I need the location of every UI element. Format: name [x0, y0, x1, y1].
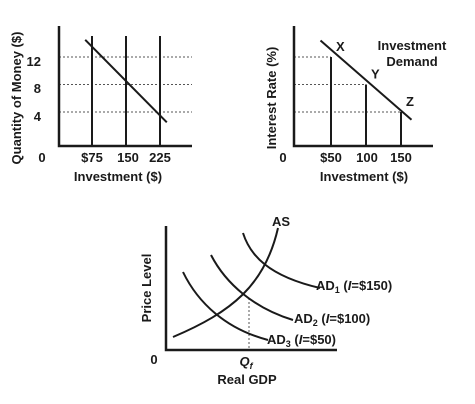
- chart2-annotation-line2: Demand: [386, 54, 437, 69]
- chart2-point-label-z: Z: [406, 94, 414, 109]
- ad3-open: (: [291, 332, 300, 347]
- chart3-ad2-curve: [210, 254, 294, 321]
- interest-investment-chart: Interest Rate (%) X Y Z 0 $50 100 150 Inve…: [264, 26, 447, 184]
- chart2-xtick-0: $50: [320, 150, 342, 165]
- chart3-qf-main: Q: [239, 354, 249, 369]
- chart3-ad2-label: AD2 (I=$100): [294, 311, 370, 328]
- ad2-var: I: [326, 311, 330, 326]
- chart3-ylabel: Price Level: [139, 254, 154, 323]
- chart1-origin-label: 0: [38, 150, 45, 165]
- chart3-xlabel: Real GDP: [217, 372, 277, 387]
- ad2-sub: 2: [313, 318, 318, 328]
- chart1-series-line: [84, 39, 168, 124]
- ad2-pre: AD: [294, 311, 313, 326]
- chart3-qf-label: Qf: [239, 354, 253, 371]
- chart1-xtick-2: 225: [149, 150, 171, 165]
- chart3-ad1-label: AD1 (I=$150): [316, 278, 392, 295]
- ad1-open: (: [340, 278, 349, 293]
- chart3-as-label: AS: [272, 214, 290, 229]
- ad3-rest: =$50): [302, 332, 336, 347]
- ad1-rest: =$150): [351, 278, 392, 293]
- chart3-origin-label: 0: [150, 352, 157, 367]
- ad1-var: I: [348, 278, 352, 293]
- chart2-xlabel: Investment ($): [320, 169, 408, 184]
- chart1-xtick-0: $75: [81, 150, 103, 165]
- chart3-ad3-curve: [182, 271, 269, 341]
- money-investment-chart: Quantity of Money ($) 0 12 8 4 $75 150 2…: [9, 26, 192, 184]
- chart2-ylabel: Interest Rate (%): [264, 47, 279, 150]
- chart3-ad3-label: AD3 (I=$50): [267, 332, 336, 349]
- chart3-qf-sub: f: [250, 361, 254, 371]
- chart3-axes: [164, 226, 337, 352]
- ad2-open: (: [318, 311, 327, 326]
- ad2-rest: =$100): [329, 311, 370, 326]
- chart2-origin-label: 0: [279, 150, 286, 165]
- ad3-var: I: [299, 332, 303, 347]
- chart2-xtick-1: 100: [356, 150, 378, 165]
- chart2-annotation-line1: Investment: [378, 38, 447, 53]
- chart2-axes: [292, 26, 433, 148]
- chart3-ad1-curve: [242, 232, 321, 289]
- chart1-ytick-1: 8: [34, 81, 41, 96]
- chart2-investment-demand-line: [319, 39, 413, 121]
- chart1-ylabel: Quantity of Money ($): [9, 32, 24, 165]
- as-ad-chart: Price Level 0 Qf Real GDP AS AD1 (I=$150…: [139, 214, 392, 387]
- ad3-pre: AD: [267, 332, 286, 347]
- chart1-ytick-0: 12: [27, 54, 41, 69]
- ad1-pre: AD: [316, 278, 335, 293]
- chart2-point-label-x: X: [336, 39, 345, 54]
- ad1-sub: 1: [335, 285, 340, 295]
- ad3-sub: 3: [286, 339, 291, 349]
- chart1-xtick-1: 150: [117, 150, 139, 165]
- chart1-xlabel: Investment ($): [74, 169, 162, 184]
- chart2-point-label-y: Y: [371, 67, 380, 82]
- chart2-xtick-2: 150: [390, 150, 412, 165]
- chart1-ytick-2: 4: [34, 109, 42, 124]
- chart1-axes: [57, 26, 192, 148]
